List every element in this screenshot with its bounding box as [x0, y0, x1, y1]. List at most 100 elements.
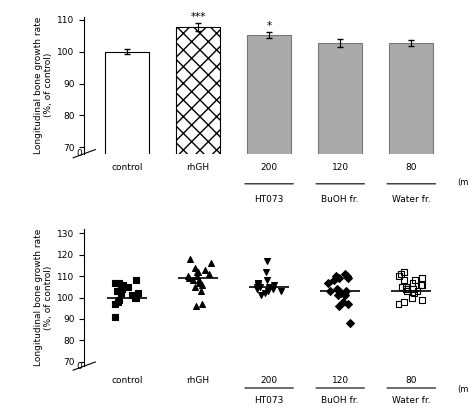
Point [418, 296, 426, 303]
Point [194, 269, 201, 275]
Point [257, 292, 265, 299]
Point [195, 269, 202, 275]
Point [333, 273, 340, 280]
Text: HT073: HT073 [255, 195, 284, 204]
Point [131, 294, 139, 301]
Text: Water fr.: Water fr. [392, 195, 431, 204]
Text: *: * [267, 21, 271, 31]
Point [336, 288, 343, 295]
Point [118, 286, 126, 292]
Point [408, 294, 416, 301]
Bar [318, 43, 362, 370]
Y-axis label: Longitudinal bone growth rate
(%, of control): Longitudinal bone growth rate (%, of con… [34, 17, 53, 154]
Point [118, 286, 125, 292]
Point [263, 277, 271, 284]
Text: Water fr.: Water fr. [392, 396, 431, 405]
Text: BuOH fr.: BuOH fr. [322, 195, 359, 204]
Point [253, 286, 261, 292]
Point [112, 279, 119, 286]
Point [195, 277, 203, 284]
Point [132, 277, 139, 284]
Point [333, 286, 341, 292]
Point [185, 275, 192, 282]
Point [117, 288, 124, 295]
Point [264, 288, 271, 295]
Point [335, 292, 342, 299]
Point [111, 301, 119, 307]
Point [255, 279, 262, 286]
Point [191, 284, 198, 290]
Text: HT073: HT073 [255, 396, 284, 405]
Point [253, 284, 261, 290]
Point [111, 314, 119, 320]
Point [115, 299, 122, 305]
Point [201, 266, 208, 273]
Point [337, 290, 344, 297]
Point [207, 260, 214, 267]
Point [342, 288, 350, 295]
Bar [105, 52, 149, 370]
Point [346, 320, 354, 327]
Point [395, 301, 402, 307]
Point [132, 294, 140, 301]
Point [269, 286, 277, 292]
Point [116, 296, 123, 303]
Point [410, 286, 417, 292]
Point [341, 271, 349, 277]
Text: ***: *** [190, 12, 206, 22]
Point [345, 301, 352, 307]
Point [120, 281, 127, 288]
Point [344, 275, 351, 282]
Point [398, 284, 405, 290]
Point [395, 273, 402, 280]
Point [256, 284, 263, 290]
Point [335, 303, 343, 310]
Point [339, 299, 347, 305]
Y-axis label: Longitudinal bone growth rate
(%, of control): Longitudinal bone growth rate (%, of con… [34, 229, 53, 366]
Bar [176, 27, 220, 370]
Point [255, 281, 262, 288]
Point [401, 277, 408, 284]
Point [254, 279, 262, 286]
Point [263, 269, 270, 275]
Point [195, 279, 203, 286]
Point [124, 284, 132, 290]
Point [417, 281, 424, 288]
Bar [247, 35, 291, 370]
Point [117, 284, 125, 290]
Point [134, 290, 141, 297]
Point [193, 273, 201, 280]
Point [129, 292, 136, 299]
Point [344, 273, 351, 280]
Point [198, 281, 206, 288]
Bar [176, 27, 220, 370]
Point [414, 288, 421, 295]
Point [189, 277, 197, 284]
Point [397, 271, 405, 277]
Point [326, 288, 334, 295]
Point [117, 290, 124, 297]
Point [410, 290, 418, 297]
Text: (mg/kg): (mg/kg) [458, 385, 468, 394]
Text: 0: 0 [77, 362, 82, 371]
Point [278, 288, 285, 295]
Point [198, 301, 205, 307]
Point [197, 288, 205, 295]
Point [402, 286, 410, 292]
Point [402, 284, 410, 290]
Point [418, 281, 426, 288]
Point [401, 269, 408, 275]
Point [263, 258, 271, 265]
Point [187, 256, 194, 262]
Point [341, 292, 349, 299]
Point [184, 273, 192, 280]
Point [191, 264, 198, 271]
Bar [389, 43, 433, 370]
Point [261, 290, 269, 297]
Point [418, 275, 426, 282]
Point [411, 277, 418, 284]
Point [205, 271, 213, 277]
Text: 0: 0 [77, 149, 82, 158]
Point [324, 279, 332, 286]
Point [403, 288, 411, 295]
